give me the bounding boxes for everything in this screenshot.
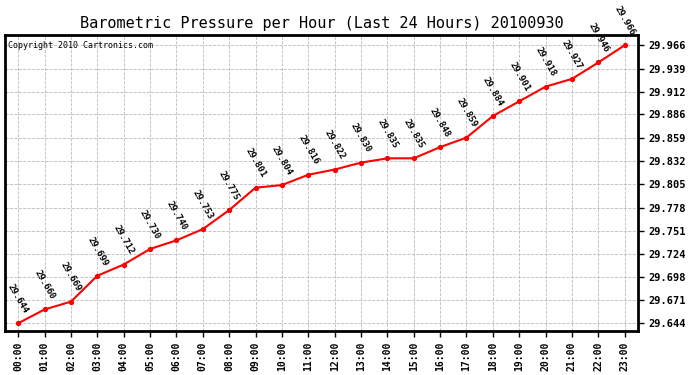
Text: 29.946: 29.946	[586, 22, 611, 54]
Text: 29.660: 29.660	[32, 269, 57, 301]
Text: 29.669: 29.669	[59, 261, 83, 293]
Text: 29.901: 29.901	[507, 60, 531, 93]
Text: 29.712: 29.712	[112, 224, 136, 256]
Text: 29.753: 29.753	[191, 188, 215, 221]
Title: Barometric Pressure per Hour (Last 24 Hours) 20100930: Barometric Pressure per Hour (Last 24 Ho…	[79, 16, 563, 31]
Text: 29.801: 29.801	[244, 147, 268, 179]
Text: 29.848: 29.848	[428, 106, 452, 139]
Text: 29.835: 29.835	[402, 117, 426, 150]
Text: Copyright 2010 Cartronics.com: Copyright 2010 Cartronics.com	[8, 41, 153, 50]
Text: 29.927: 29.927	[560, 38, 584, 70]
Text: 29.918: 29.918	[533, 46, 558, 78]
Text: 29.884: 29.884	[481, 75, 505, 108]
Text: 29.775: 29.775	[217, 170, 241, 202]
Text: 29.822: 29.822	[323, 129, 346, 161]
Text: 29.966: 29.966	[613, 4, 637, 37]
Text: 29.804: 29.804	[270, 144, 294, 177]
Text: 29.830: 29.830	[349, 122, 373, 154]
Text: 29.644: 29.644	[6, 282, 30, 315]
Text: 29.730: 29.730	[138, 208, 162, 241]
Text: 29.699: 29.699	[86, 235, 109, 267]
Text: 29.859: 29.859	[455, 97, 478, 129]
Text: 29.740: 29.740	[164, 200, 188, 232]
Text: 29.835: 29.835	[375, 117, 400, 150]
Text: 29.816: 29.816	[296, 134, 320, 166]
